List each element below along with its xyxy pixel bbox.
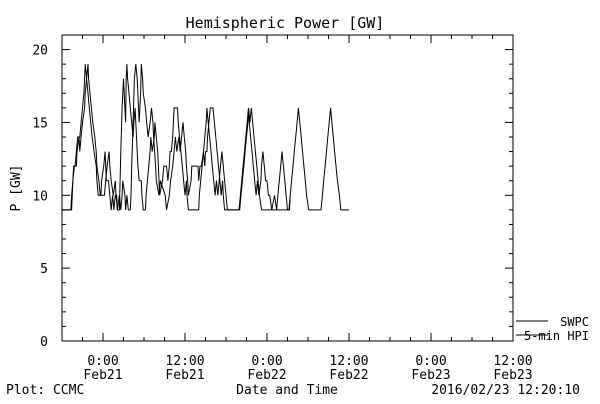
x-tick-time-label: 12:00 [493, 354, 532, 369]
y-tick-label: 5 [40, 262, 48, 277]
plot-credit: Plot: CCMC [6, 383, 84, 398]
x-tick-time-label: 12:00 [165, 354, 204, 369]
y-axis-ticks: 0 5 10 15 20 [32, 34, 513, 350]
y-tick-label: 0 [40, 335, 48, 350]
x-tick-date-label: Feb23 [411, 368, 450, 383]
x-tick-date-label: Feb23 [493, 368, 532, 383]
x-axis-ticks: 0:00Feb2112:00Feb210:00Feb2212:00Feb220:… [61, 35, 533, 383]
y-tick-label: 20 [32, 44, 48, 59]
y-tick-label: 15 [32, 116, 48, 131]
x-tick-time-label: 12:00 [329, 354, 368, 369]
x-tick-time-label: 0:00 [87, 354, 118, 369]
x-tick-time-label: 0:00 [415, 354, 446, 369]
series-lines [62, 64, 349, 211]
series-line-swpc [62, 64, 349, 211]
y-tick-label: 10 [32, 189, 48, 204]
x-tick-date-label: Feb22 [329, 368, 368, 383]
legend-label: 5-min HPI [524, 329, 589, 343]
y-axis-label: P [GW] [9, 165, 24, 212]
x-tick-date-label: Feb21 [165, 368, 204, 383]
x-axis-label: Date and Time [236, 383, 338, 398]
x-tick-date-label: Feb22 [247, 368, 286, 383]
plot-frame [61, 34, 514, 342]
chart-title: Hemispheric Power [GW] [186, 14, 385, 32]
legend-label: SWPC [560, 315, 589, 329]
series-line-5-min-hpi [62, 64, 291, 211]
plot-timestamp: 2016/02/23 12:20:10 [431, 383, 580, 398]
x-tick-date-label: Feb21 [83, 368, 122, 383]
x-tick-time-label: 0:00 [251, 354, 282, 369]
